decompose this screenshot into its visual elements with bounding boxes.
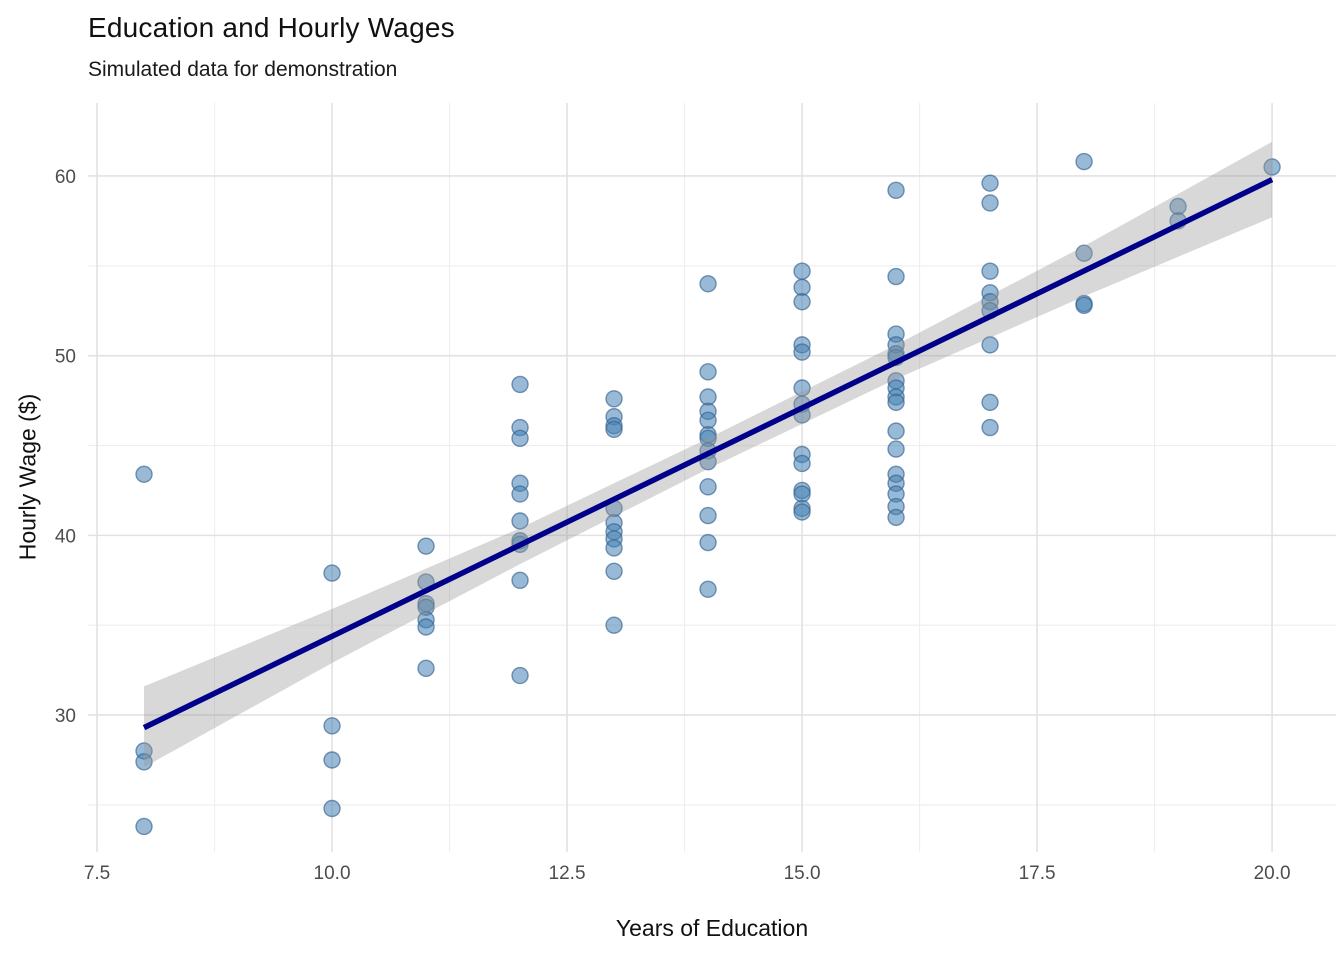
data-point [1075,244,1093,262]
data-point [793,485,811,503]
data-point [887,508,905,527]
data-point [323,717,341,735]
data-point [981,194,999,212]
data-point [793,454,811,473]
data-point [1075,152,1093,171]
data-point [981,336,999,354]
data-point [605,539,623,557]
data-point [699,478,717,496]
x-tick-label: 20.0 [1254,863,1291,884]
data-point [699,411,717,430]
data-point [887,422,905,440]
data-point [699,363,717,381]
data-point [793,503,811,521]
data-point [793,262,811,280]
data-point [323,564,341,582]
data-point [511,375,529,394]
x-tick-label: 15.0 [784,863,821,884]
data-point [323,799,341,818]
data-point [699,388,717,406]
data-point [605,616,623,634]
x-axis-title: Years of Education [615,915,809,941]
y-axis-title: Hourly Wage ($) [14,393,41,561]
x-tick-label: 17.5 [1019,863,1056,884]
data-point [699,580,717,598]
data-point [511,571,529,589]
data-point [605,562,623,581]
data-point [981,393,999,412]
data-point [605,390,623,408]
data-point [135,465,153,483]
data-point [417,659,435,678]
data-point [699,275,717,293]
data-point [793,343,811,361]
data-point [511,429,529,448]
x-tick-label: 12.5 [549,863,586,884]
data-point [699,506,717,525]
data-point [1075,296,1093,315]
data-point [511,485,529,503]
data-point [793,278,811,297]
data-point [417,618,435,636]
data-point [135,817,153,836]
data-point [699,533,717,552]
chart-subtitle: Simulated data for demonstration [88,58,398,81]
data-point [887,440,905,458]
data-point [605,420,623,439]
regression-line [142,177,1274,731]
data-point [793,293,811,311]
data-point [1263,158,1281,176]
data-point [887,181,905,200]
data-point [887,393,905,412]
y-tick-label: 40 [55,526,76,547]
x-tick-label: 10.0 [314,863,351,884]
data-point [511,666,529,685]
data-point [417,537,435,555]
y-tick-label: 30 [55,706,76,727]
data-point [981,262,999,280]
data-point [887,267,905,286]
data-point [323,751,341,769]
x-tick-label: 7.5 [84,863,110,884]
data-point [981,418,999,437]
y-tick-label: 60 [55,167,76,188]
chart-title: Education and Hourly Wages [88,12,455,43]
y-tick-label: 50 [55,347,76,368]
data-point [511,512,529,530]
data-point [981,174,999,192]
data-point [135,753,153,771]
